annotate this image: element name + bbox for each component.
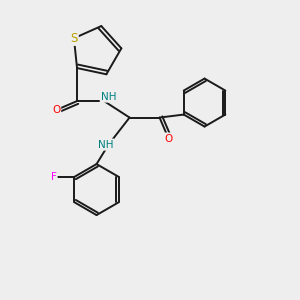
Text: O: O — [164, 134, 173, 144]
Text: F: F — [50, 172, 56, 182]
Text: NH: NH — [101, 92, 116, 102]
Text: O: O — [52, 105, 60, 115]
Text: S: S — [70, 32, 78, 45]
Text: NH: NH — [98, 140, 113, 150]
